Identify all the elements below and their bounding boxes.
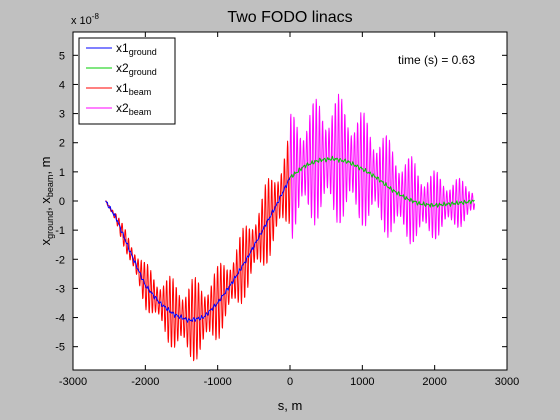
y-tick-label: -5 <box>55 342 65 354</box>
x-axis-label: s, m <box>278 398 303 413</box>
legend-entry: x2ground <box>116 61 157 77</box>
x-tick-label: -2000 <box>131 376 159 388</box>
y-tick-label: 0 <box>59 196 65 208</box>
y-tick-label: 5 <box>59 50 65 62</box>
x-tick-label: 1000 <box>350 376 374 388</box>
series-line-x1-beam <box>105 140 291 362</box>
y-tick-label: 2 <box>59 138 65 150</box>
y-tick-label: -3 <box>55 283 65 295</box>
x-tick-label: -3000 <box>59 376 87 388</box>
y-tick-label: 4 <box>59 79 65 91</box>
axis-ticks: -3000 -2000 -1000 0 1000 2000 3000 -5 -4 -3 -2 -1 0 1… <box>55 32 519 388</box>
y-tick-label: -1 <box>55 225 65 237</box>
y-tick-label: -2 <box>55 254 65 266</box>
exponent-label: x 10-8 <box>71 12 99 27</box>
x-tick-label: 2000 <box>422 376 446 388</box>
x-tick-label: 0 <box>287 376 293 388</box>
series-line-x2-ground <box>289 155 475 208</box>
legend-entry: x2beam <box>116 101 151 117</box>
time-annotation: time (s) = 0.63 <box>398 53 475 67</box>
chart-title: Two FODO linacs <box>227 9 352 26</box>
series-line-x1-ground <box>105 176 291 323</box>
series-layer <box>105 93 475 362</box>
x-tick-label: -1000 <box>204 376 232 388</box>
y-tick-label: 3 <box>59 109 65 121</box>
y-tick-label: -4 <box>55 313 65 325</box>
x-tick-label: 3000 <box>495 376 519 388</box>
y-tick-label: 1 <box>59 167 65 179</box>
legend-entry: x1ground <box>116 41 157 57</box>
legend: x1ground x2ground x1beam x2beam <box>78 37 176 125</box>
series-line-x2-beam <box>289 93 475 245</box>
y-axis-label: xground, xbeam, m <box>38 157 55 246</box>
legend-box <box>78 37 176 125</box>
legend-entry: x1beam <box>116 81 151 97</box>
